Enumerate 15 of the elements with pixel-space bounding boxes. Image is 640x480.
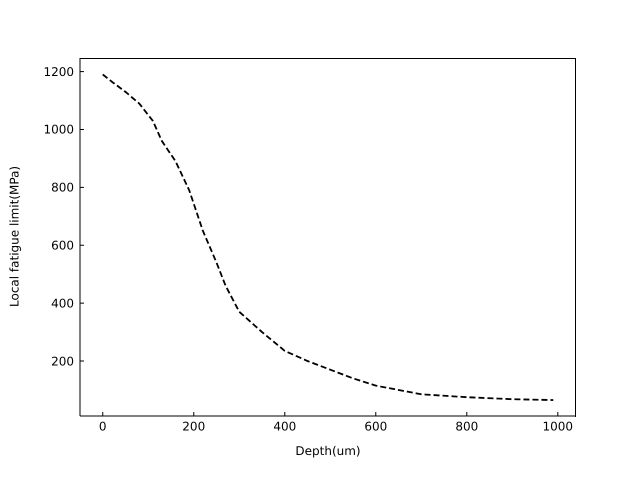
x-tick-label: 400 (273, 420, 296, 434)
x-axis-title: Depth(um) (295, 444, 361, 458)
x-tick-label: 1000 (542, 420, 574, 434)
x-tick-label: 200 (182, 420, 206, 434)
line-series (102, 74, 554, 401)
y-tick-label: 800 (51, 180, 74, 195)
y-tick-label: 1000 (43, 122, 74, 137)
y-axis-title: Local fatigue limit(MPa) (7, 166, 22, 307)
y-tick-label: 400 (51, 296, 74, 310)
x-tick-label: 0 (98, 420, 107, 434)
y-tick-label: 600 (51, 238, 74, 253)
y-tick-label: 1200 (43, 64, 74, 79)
y-tick-label: 200 (51, 354, 74, 368)
x-tick-label: 600 (364, 420, 388, 434)
x-tick-label: 800 (455, 420, 478, 434)
